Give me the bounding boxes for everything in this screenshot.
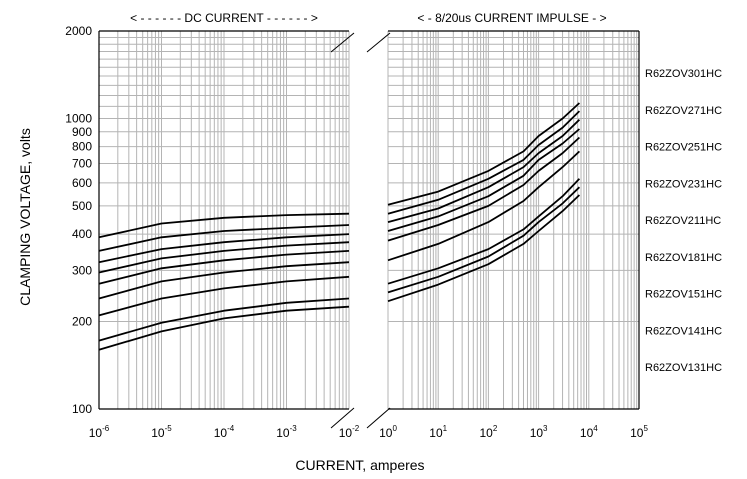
- x-tick-label: 105: [630, 424, 648, 440]
- y-tick-label: 400: [72, 227, 92, 241]
- y-tick-label: 600: [72, 176, 92, 190]
- series-label: R62ZOV301HC: [645, 68, 722, 80]
- series-line-dc: [98, 305, 350, 351]
- series-line-dc: [98, 297, 350, 342]
- axis-break-mark: [330, 407, 355, 429]
- x-tick-label: 10-5: [151, 424, 172, 440]
- series-line-dc: [98, 275, 350, 317]
- series-label: R62ZOV231HC: [645, 178, 722, 190]
- series-line-dc: [98, 241, 350, 274]
- series-line-impulse: [387, 110, 581, 215]
- y-tick-label: 300: [72, 263, 92, 277]
- x-tick-label: 10-4: [214, 424, 235, 440]
- series-line-impulse: [387, 136, 581, 242]
- series-line-impulse: [387, 119, 581, 223]
- y-tick-label: 100: [72, 402, 92, 416]
- series-line-impulse: [387, 194, 581, 303]
- plot-frame: [98, 30, 640, 429]
- y-tick-label: 900: [72, 125, 92, 139]
- series-line-impulse: [387, 128, 580, 232]
- series-line-dc: [98, 212, 350, 239]
- series-line-dc: [98, 224, 350, 252]
- series-line-impulse: [387, 178, 581, 285]
- y-tick-label: 1000: [65, 111, 92, 125]
- series-label: R62ZOV211HC: [645, 215, 721, 227]
- series-line-dc: [98, 261, 350, 300]
- curves: [98, 102, 581, 351]
- x-tick-label: 10-6: [89, 424, 110, 440]
- axis-break-mark: [330, 32, 355, 53]
- chart-text: CURRENT, amperes CLAMPING VOLTAGE, volts…: [17, 11, 722, 473]
- series-label: R62ZOV181HC: [645, 252, 722, 264]
- x-tick-label: 102: [479, 424, 497, 440]
- series-line-dc: [98, 233, 350, 264]
- y-tick-label: 500: [72, 199, 92, 213]
- axis-break-mark: [366, 32, 391, 53]
- series-line-impulse: [387, 150, 581, 262]
- y-tick-label: 2000: [65, 24, 92, 38]
- series-line-impulse: [387, 186, 581, 294]
- series-line-impulse: [387, 102, 581, 206]
- y-tick-label: 200: [72, 315, 92, 329]
- x-tick-label: 101: [429, 424, 447, 440]
- x-tick-label: 103: [530, 424, 548, 440]
- y-tick-label: 700: [72, 156, 92, 170]
- grid: [98, 30, 640, 410]
- y-tick-label: 800: [72, 140, 92, 154]
- region-title-dc: < - - - - - - DC CURRENT - - - - - - >: [130, 11, 318, 25]
- series-label: R62ZOV131HC: [645, 362, 722, 374]
- x-tick-label: 100: [379, 424, 397, 440]
- x-tick-label: 10-3: [276, 424, 297, 440]
- x-tick-label: 10-2: [339, 424, 360, 440]
- x-tick-label: 104: [580, 424, 598, 440]
- series-label: R62ZOV271HC: [645, 105, 722, 117]
- axis-break-mark: [366, 407, 391, 429]
- series-label: R62ZOV251HC: [645, 142, 722, 154]
- series-label: R62ZOV141HC: [645, 325, 722, 337]
- y-axis-title: CLAMPING VOLTAGE, volts: [17, 128, 33, 306]
- series-line-dc: [98, 250, 350, 285]
- x-axis-title: CURRENT, amperes: [295, 457, 424, 473]
- region-title-impulse: < - 8/20us CURRENT IMPULSE - >: [417, 11, 606, 25]
- series-label: R62ZOV151HC: [645, 289, 722, 301]
